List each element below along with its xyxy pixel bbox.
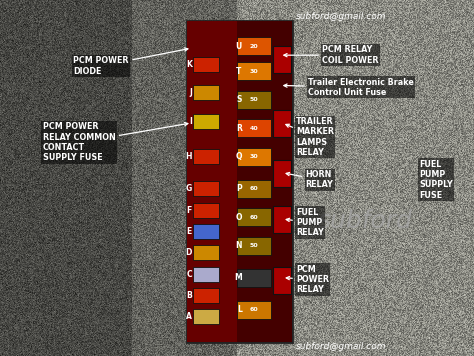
Bar xyxy=(273,206,291,233)
Text: FUEL
PUMP
SUPPLY
FUSE: FUEL PUMP SUPPLY FUSE xyxy=(419,160,453,200)
Bar xyxy=(193,245,219,260)
Bar xyxy=(273,110,291,137)
Text: 60: 60 xyxy=(249,215,258,220)
Bar xyxy=(273,46,291,73)
Text: T: T xyxy=(237,67,242,76)
Bar xyxy=(237,208,271,226)
Text: H: H xyxy=(185,152,192,161)
Text: G: G xyxy=(186,184,192,193)
Text: 30: 30 xyxy=(249,69,258,74)
Bar xyxy=(237,119,271,137)
Text: PCM RELAY
COIL POWER: PCM RELAY COIL POWER xyxy=(284,46,379,65)
Bar xyxy=(237,148,271,166)
Text: N: N xyxy=(235,241,242,250)
Text: A: A xyxy=(186,312,192,321)
Text: PCM POWER
DIODE: PCM POWER DIODE xyxy=(73,48,188,75)
Bar xyxy=(193,114,219,129)
Bar xyxy=(193,224,219,239)
Text: J: J xyxy=(189,88,192,97)
Text: subford@gmail.com: subford@gmail.com xyxy=(296,341,386,351)
Bar xyxy=(193,309,219,324)
Bar xyxy=(273,160,291,187)
Text: subford: subford xyxy=(318,209,412,233)
Bar xyxy=(193,181,219,196)
Text: O: O xyxy=(235,213,242,222)
Text: D: D xyxy=(186,248,192,257)
Text: subford@gmail.com: subford@gmail.com xyxy=(296,11,386,21)
Text: 50: 50 xyxy=(249,243,258,248)
Text: P: P xyxy=(236,184,242,193)
Text: PCM
POWER
RELAY: PCM POWER RELAY xyxy=(286,265,329,294)
Text: Trailer Electronic Brake
Control Unit Fuse: Trailer Electronic Brake Control Unit Fu… xyxy=(284,78,414,97)
Bar xyxy=(237,237,271,255)
Bar xyxy=(187,21,292,342)
Text: FUEL
PUMP
RELAY: FUEL PUMP RELAY xyxy=(286,208,324,237)
Text: B: B xyxy=(186,291,192,300)
Text: S: S xyxy=(237,95,242,104)
Text: TRAILER
MARKER
LAMPS
RELAY: TRAILER MARKER LAMPS RELAY xyxy=(286,117,334,157)
Bar xyxy=(237,180,271,198)
Text: K: K xyxy=(186,59,192,69)
Text: C: C xyxy=(186,269,192,279)
Bar xyxy=(237,301,271,319)
Text: R: R xyxy=(236,124,242,133)
Text: 50: 50 xyxy=(249,97,258,102)
Bar xyxy=(273,267,291,294)
Text: 30: 30 xyxy=(249,154,258,159)
Bar xyxy=(237,37,271,55)
Bar xyxy=(193,267,219,282)
Text: HORN
RELAY: HORN RELAY xyxy=(286,170,334,189)
Text: 20: 20 xyxy=(249,44,258,49)
Text: I: I xyxy=(189,116,192,126)
Text: F: F xyxy=(187,205,192,215)
Text: 60: 60 xyxy=(249,186,258,191)
Bar xyxy=(237,91,271,109)
Text: U: U xyxy=(236,42,242,51)
Text: Q: Q xyxy=(235,152,242,161)
Bar xyxy=(187,21,237,342)
Text: L: L xyxy=(237,305,242,314)
Bar xyxy=(193,203,219,218)
Bar xyxy=(193,85,219,100)
Bar xyxy=(237,62,271,80)
Bar xyxy=(193,57,219,72)
Text: 40: 40 xyxy=(249,126,258,131)
Bar xyxy=(237,21,292,342)
Text: 60: 60 xyxy=(249,307,258,312)
Bar xyxy=(193,149,219,164)
Bar xyxy=(237,269,271,287)
Bar xyxy=(193,288,219,303)
Text: E: E xyxy=(187,227,192,236)
Text: M: M xyxy=(234,273,242,282)
Text: PCM POWER
RELAY COMMON
CONTACT
SUPPLY FUSE: PCM POWER RELAY COMMON CONTACT SUPPLY FU… xyxy=(43,122,188,162)
